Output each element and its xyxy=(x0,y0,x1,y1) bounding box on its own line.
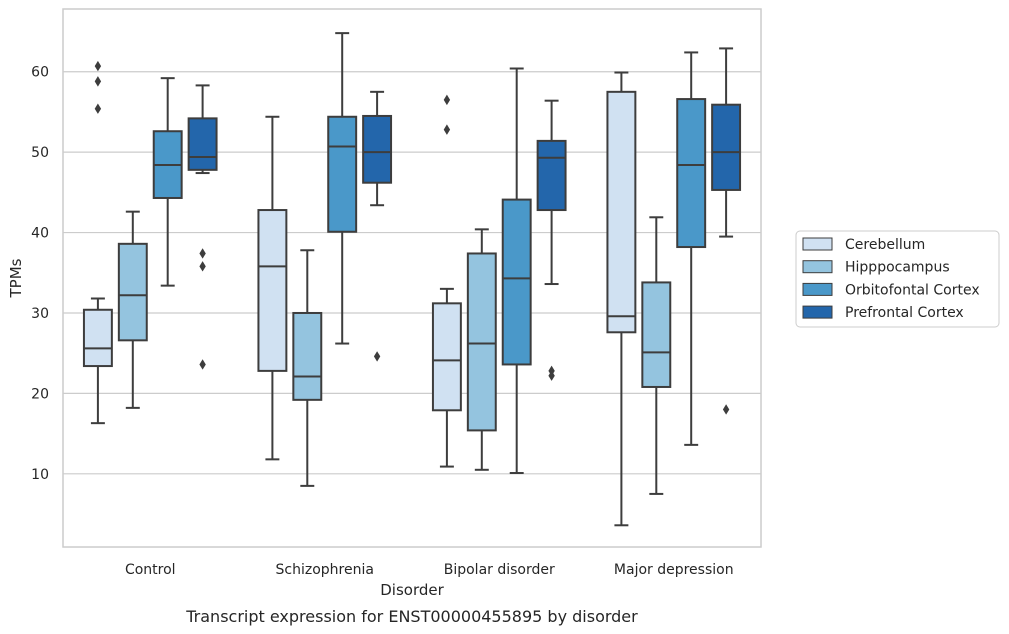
box-iqr xyxy=(327,115,358,233)
outlier-point xyxy=(443,124,451,135)
plot-frame xyxy=(62,8,762,548)
box-iqr xyxy=(292,311,323,401)
y-tick-label: 50 xyxy=(31,145,49,161)
y-axis-label: TPMs xyxy=(7,258,25,298)
box-prefrontal-cortex xyxy=(362,90,393,362)
legend-swatch xyxy=(802,237,833,251)
box-iqr xyxy=(117,242,148,342)
box-prefrontal-cortex xyxy=(187,84,218,370)
box-hipppocampus xyxy=(466,228,497,471)
box-iqr xyxy=(501,198,532,366)
x-tick-label: Major depression xyxy=(614,562,734,578)
box-hipppocampus xyxy=(292,249,323,487)
outlier-point xyxy=(94,76,102,87)
outlier-point xyxy=(443,94,451,106)
box-iqr xyxy=(606,90,637,334)
box-groups xyxy=(82,32,742,527)
box-orbitofontal-cortex xyxy=(152,77,183,287)
outlier-point xyxy=(199,248,206,259)
legend-swatch xyxy=(802,305,833,319)
box-prefrontal-cortex xyxy=(711,47,742,415)
x-tick-labels: Control Schizophrenia Bipolar disorder Majo… xyxy=(125,562,734,578)
outlier-point xyxy=(199,359,206,370)
y-tick-labels: 10 20 30 40 50 60 xyxy=(31,65,49,483)
legend-frame xyxy=(795,230,1000,328)
y-tick-label: 10 xyxy=(31,467,49,483)
box-iqr xyxy=(536,139,567,212)
box-prefrontal-cortex xyxy=(536,99,567,381)
box-cerebellum xyxy=(431,287,462,468)
chart-caption: Transcript expression for ENST0000045589… xyxy=(185,607,638,626)
box-orbitofontal-cortex xyxy=(676,51,707,446)
box-iqr xyxy=(362,114,393,184)
outlier-point xyxy=(94,103,102,114)
box-iqr xyxy=(676,98,707,249)
legend-label: Orbitofontal Cortex xyxy=(845,282,980,298)
outlier-point xyxy=(373,351,381,362)
box-hipppocampus xyxy=(641,216,672,495)
x-tick-label: Control xyxy=(125,562,176,578)
box-iqr xyxy=(711,103,742,191)
legend: Cerebellum Hipppocampus Orbitofontal Corte… xyxy=(795,230,1000,328)
outlier-point xyxy=(548,370,555,381)
x-axis-label: Disorder xyxy=(380,581,444,599)
legend-label: Prefrontal Cortex xyxy=(845,305,964,321)
y-tick-label: 20 xyxy=(31,386,49,402)
legend-swatch xyxy=(802,282,833,296)
box-iqr xyxy=(431,302,462,412)
y-tick-label: 30 xyxy=(31,306,49,322)
y-tick-label: 40 xyxy=(31,226,49,242)
box-iqr xyxy=(641,281,672,388)
x-tick-label: Bipolar disorder xyxy=(444,562,555,578)
legend-swatch xyxy=(802,260,833,274)
outlier-point xyxy=(199,261,206,272)
box-orbitofontal-cortex xyxy=(501,67,532,475)
legend-label: Hipppocampus xyxy=(845,260,950,276)
legend-label: Cerebellum xyxy=(845,237,925,253)
box-iqr xyxy=(187,117,218,171)
box-cerebellum xyxy=(606,71,637,527)
x-tick-label: Schizophrenia xyxy=(276,562,374,578)
box-cerebellum xyxy=(257,115,288,461)
y-tick-label: 60 xyxy=(31,65,49,81)
box-iqr xyxy=(466,252,497,432)
box-hipppocampus xyxy=(117,210,148,409)
outlier-point xyxy=(94,60,102,72)
box-cerebellum xyxy=(82,297,113,425)
box-iqr xyxy=(82,308,113,368)
box-orbitofontal-cortex xyxy=(327,32,358,345)
box-iqr xyxy=(257,209,288,372)
outlier-point xyxy=(722,404,730,415)
